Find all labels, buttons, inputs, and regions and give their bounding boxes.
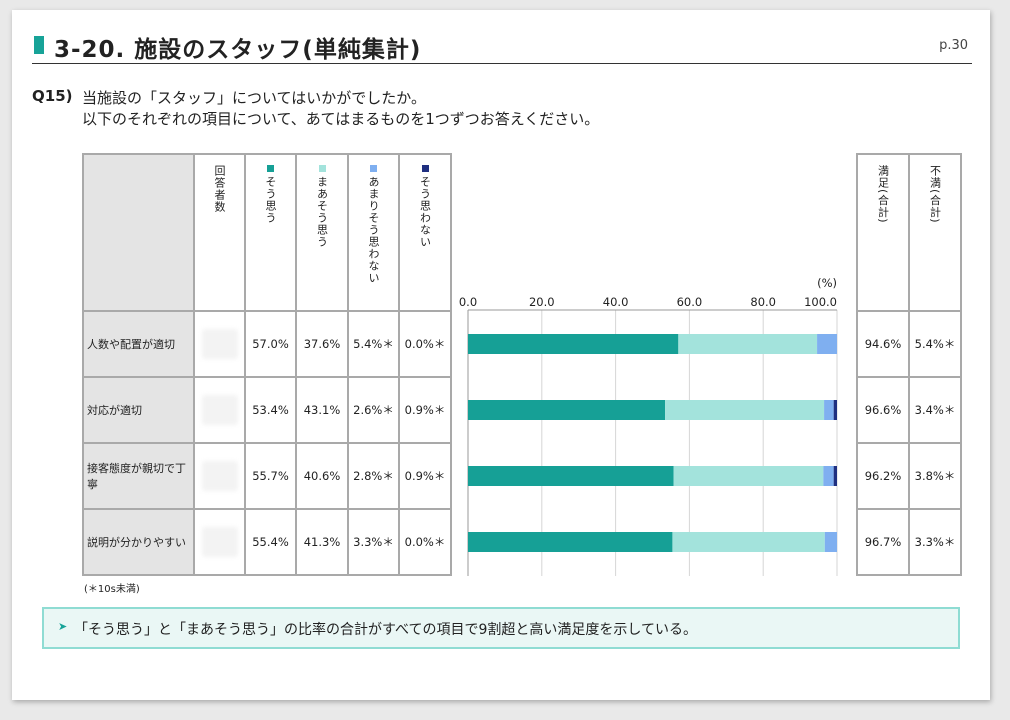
- table-row: 対応が適切 53.4% 43.1% 2.6%＊ 0.9%＊: [82, 376, 452, 444]
- bar-segment: [833, 400, 837, 420]
- x-tick-label: 0.0: [459, 295, 477, 309]
- legend-swatch-amari: [370, 165, 377, 172]
- legend-swatch-maa-so-omou: [318, 165, 326, 172]
- cell-maa: 43.1%: [295, 376, 349, 444]
- header-maa-so-omou: まあそう思う: [295, 153, 349, 312]
- bar-segment: [817, 334, 837, 354]
- bar-segment: [678, 334, 818, 354]
- bar-segment: [824, 532, 837, 552]
- question-number: Q15): [32, 87, 73, 105]
- cell-omowanai: 0.9%＊: [398, 376, 452, 444]
- legend-swatch-so-omowanai: [421, 165, 429, 172]
- arrow-right-icon: ➤: [58, 620, 68, 633]
- corner-cell: [82, 153, 195, 312]
- bar-segment: [468, 334, 679, 354]
- bar-segment: [468, 466, 674, 486]
- respondent-count-redacted: [193, 442, 246, 510]
- cell-maa: 41.3%: [295, 508, 349, 576]
- cell-so-omou: 57.0%: [244, 310, 297, 378]
- legend-swatch-so-omou: [267, 165, 274, 172]
- x-tick-label: 60.0: [677, 295, 703, 309]
- bar-segment: [468, 400, 666, 420]
- footnote: (＊10s未満): [84, 584, 140, 595]
- report-slide: 3-20. 施設のスタッフ(単純集計) p.30 Q15) 当施設の「スタッフ」…: [12, 10, 990, 700]
- question-text-line2: 以下のそれぞれの項目について、あてはまるものを1つずつお答えください。: [82, 110, 600, 128]
- bar-segment: [468, 532, 673, 552]
- header-respondents: 回答者数: [193, 153, 246, 312]
- x-tick-label: 40.0: [603, 295, 629, 309]
- cell-so-omou: 55.4%: [244, 508, 297, 576]
- x-axis-unit: (%): [817, 276, 837, 290]
- respondent-count-redacted: [193, 508, 246, 576]
- summary-text: 「そう思う」と「まあそう思う」の比率の合計がすべての項目で9割超と高い満足度を示…: [74, 622, 697, 638]
- cell-omowanai: 0.0%＊: [398, 508, 452, 576]
- cell-amari: 5.4%＊: [347, 310, 400, 378]
- cell-so-omou: 55.7%: [244, 442, 297, 510]
- header-dissatisfied-total: 不満(合計): [908, 153, 962, 312]
- cell-maa: 40.6%: [295, 442, 349, 510]
- bar-segment: [673, 466, 824, 486]
- left-data-table: 回答者数 そう思う まあそう思う あまりそう思わない そう思わない 人数や配置が…: [82, 153, 452, 576]
- x-tick-label: 100.0: [804, 295, 837, 309]
- cell-dissatisfied: 5.4%＊: [908, 310, 962, 378]
- cell-amari: 3.3%＊: [347, 508, 400, 576]
- table-row: 接客態度が親切で丁寧 55.7% 40.6% 2.8%＊ 0.9%＊: [82, 442, 452, 510]
- title-divider: [32, 63, 972, 64]
- bar-segment: [665, 400, 825, 420]
- table-row: 94.6% 5.4%＊: [856, 310, 962, 378]
- row-label: 対応が適切: [82, 376, 195, 444]
- table-row: 説明が分かりやすい 55.4% 41.3% 3.3%＊ 0.0%＊: [82, 508, 452, 576]
- table-row: 96.7% 3.3%＊: [856, 508, 962, 576]
- table-row: 96.6% 3.4%＊: [856, 376, 962, 444]
- totals-table: 満足(合計) 不満(合計) 94.6% 5.4%＊ 96.6% 3.4%＊ 96…: [856, 153, 962, 576]
- row-label: 説明が分かりやすい: [82, 508, 195, 576]
- header-amari-so-omowanai: あまりそう思わない: [347, 153, 400, 312]
- x-tick-label: 80.0: [750, 295, 776, 309]
- bar-segment: [833, 466, 837, 486]
- header-satisfied-total: 満足(合計): [856, 153, 910, 312]
- header-so-omowanai: そう思わない: [398, 153, 452, 312]
- cell-dissatisfied: 3.3%＊: [908, 508, 962, 576]
- cell-maa: 37.6%: [295, 310, 349, 378]
- header-so-omou: そう思う: [244, 153, 297, 312]
- cell-dissatisfied: 3.8%＊: [908, 442, 962, 510]
- bar-segment: [823, 466, 834, 486]
- row-label: 接客態度が親切で丁寧: [82, 442, 195, 510]
- bar-segment: [824, 400, 834, 420]
- cell-omowanai: 0.0%＊: [398, 310, 452, 378]
- title-accent-bar: [34, 36, 44, 54]
- table-row: 人数や配置が適切 57.0% 37.6% 5.4%＊ 0.0%＊: [82, 310, 452, 378]
- cell-so-omou: 53.4%: [244, 376, 297, 444]
- table-row: 96.2% 3.8%＊: [856, 442, 962, 510]
- cell-omowanai: 0.9%＊: [398, 442, 452, 510]
- respondent-count-redacted: [193, 376, 246, 444]
- respondent-count-redacted: [193, 310, 246, 378]
- cell-dissatisfied: 3.4%＊: [908, 376, 962, 444]
- cell-satisfied: 94.6%: [856, 310, 910, 378]
- cell-amari: 2.8%＊: [347, 442, 400, 510]
- row-label: 人数や配置が適切: [82, 310, 195, 378]
- cell-satisfied: 96.6%: [856, 376, 910, 444]
- page-number: p.30: [939, 38, 968, 53]
- cell-amari: 2.6%＊: [347, 376, 400, 444]
- bar-segment: [672, 532, 825, 552]
- cell-satisfied: 96.2%: [856, 442, 910, 510]
- summary-box: ➤ 「そう思う」と「まあそう思う」の比率の合計がすべての項目で9割超と高い満足度…: [42, 607, 960, 649]
- question-text-line1: 当施設の「スタッフ」についてはいかがでしたか。: [82, 89, 426, 107]
- page-title: 3-20. 施設のスタッフ(単純集計): [54, 37, 422, 63]
- stacked-bar-chart: 0.0 20.0 40.0 60.0 80.0 100.0 (%): [459, 276, 838, 576]
- x-tick-label: 20.0: [529, 295, 555, 309]
- cell-satisfied: 96.7%: [856, 508, 910, 576]
